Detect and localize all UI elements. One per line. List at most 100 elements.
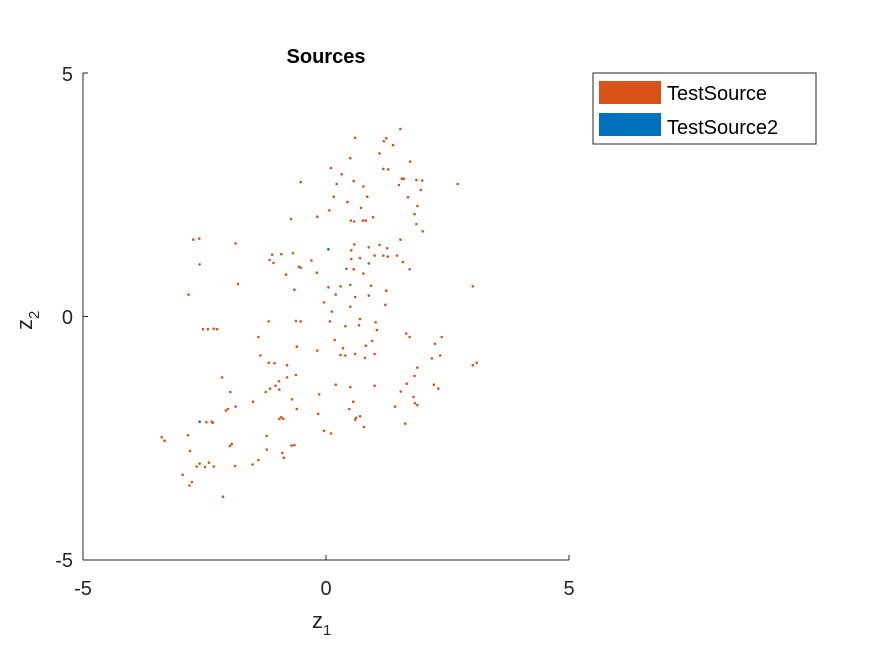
point-testsource-25: [406, 195, 410, 199]
point-testsource-135: [373, 384, 376, 388]
point-testsource-68: [408, 268, 411, 271]
point-testsource-179: [281, 451, 284, 455]
point-testsource-51: [270, 253, 274, 256]
point-testsource-0: [399, 127, 402, 131]
point-testsource-105: [433, 342, 437, 346]
point-testsource-52: [373, 254, 376, 257]
point-testsource-173: [163, 439, 166, 443]
point-testsource-37: [352, 220, 356, 223]
point-testsource-106: [333, 338, 337, 342]
point-testsource-151: [416, 403, 419, 407]
point-testsource-98: [344, 324, 347, 328]
point-testsource-171: [265, 434, 269, 438]
point-testsource-42: [399, 238, 402, 241]
point-testsource-95: [212, 327, 215, 331]
point-testsource-60: [272, 261, 275, 265]
point-testsource-99: [357, 324, 361, 327]
point-testsource-115: [259, 354, 262, 357]
point-testsource-157: [280, 416, 283, 419]
legend-swatch-testsource2: [599, 113, 661, 136]
point-testsource-177: [293, 443, 296, 447]
y-axis-label-main: z: [12, 319, 37, 330]
point-testsource-128: [285, 376, 289, 379]
point-testsource-103: [440, 335, 444, 339]
point-testsource-118: [363, 356, 367, 360]
point-testsource-123: [471, 363, 475, 367]
legend-swatch-testsource: [599, 81, 661, 104]
point-testsource-108: [364, 344, 368, 348]
point-testsource-187: [203, 465, 207, 469]
point-testsource-113: [353, 352, 357, 356]
point-testsource-172: [186, 434, 190, 437]
point-testsource-81: [334, 293, 338, 296]
point-testsource-158: [281, 417, 285, 421]
point-testsource-76: [369, 284, 373, 288]
point-testsource-6: [349, 156, 352, 160]
x-axis-label-subscript: 1: [323, 622, 331, 639]
chart-title: Sources: [287, 46, 366, 68]
point-testsource-186: [195, 465, 198, 468]
y-axis-label-subscript: 2: [26, 311, 43, 319]
point-testsource-73: [349, 283, 352, 287]
point-testsource-129: [220, 376, 224, 379]
point-testsource-168: [322, 429, 326, 433]
x-tick-label-0: 0: [320, 578, 331, 600]
point-testsource-161: [278, 417, 281, 421]
point-testsource-15: [420, 179, 424, 182]
point-testsource-189: [233, 464, 237, 468]
point-testsource-175: [290, 444, 293, 447]
point-testsource-30: [316, 215, 319, 218]
point-testsource-159: [358, 415, 362, 418]
point-testsource-89: [267, 320, 271, 323]
point-testsource-100: [375, 328, 379, 332]
x-axis-label: z1: [312, 608, 331, 639]
point-testsource-116: [344, 354, 347, 357]
point-testsource-145: [251, 400, 255, 404]
point-testsource-170: [160, 436, 163, 439]
point-testsource-66: [345, 267, 348, 271]
point-testsource-38: [415, 222, 418, 226]
point-testsource2-0: [327, 248, 330, 251]
point-testsource-134: [268, 387, 272, 390]
point-testsource-185: [212, 465, 215, 468]
point-testsource-137: [349, 385, 352, 389]
point-testsource-2: [382, 139, 386, 143]
x-tick-label-neg5: -5: [74, 578, 92, 600]
data-points: [160, 127, 479, 499]
point-testsource-23: [366, 195, 369, 198]
point-testsource-119: [430, 357, 434, 360]
point-testsource-102: [408, 335, 411, 339]
point-testsource-165: [205, 420, 208, 424]
point-testsource-107: [370, 339, 374, 343]
point-testsource-127: [413, 374, 416, 378]
point-testsource-79: [187, 293, 190, 296]
point-testsource-83: [367, 294, 371, 297]
point-testsource-20: [335, 182, 339, 186]
point-testsource-192: [190, 480, 194, 484]
point-testsource-183: [198, 462, 201, 465]
point-testsource-142: [264, 390, 268, 394]
point-testsource-155: [348, 407, 351, 411]
point-testsource-86: [349, 305, 352, 309]
point-testsource-77: [471, 285, 475, 288]
point-testsource-16: [352, 179, 356, 183]
point-testsource-22: [419, 188, 423, 192]
point-testsource-146: [351, 400, 355, 404]
point-testsource-84: [322, 301, 326, 304]
point-testsource-46: [385, 247, 389, 250]
point-testsource-97: [215, 327, 219, 331]
point-testsource-7: [408, 160, 412, 163]
point-testsource-126: [294, 373, 298, 377]
point-testsource-191: [188, 484, 191, 487]
point-testsource-156: [316, 412, 320, 416]
point-testsource-65: [299, 266, 303, 270]
point-testsource-178: [265, 448, 269, 451]
point-testsource-71: [284, 273, 288, 276]
point-testsource-91: [328, 320, 332, 323]
point-testsource-109: [295, 345, 299, 349]
point-testsource-104: [257, 335, 260, 339]
point-testsource-163: [353, 418, 357, 422]
point-testsource-55: [395, 254, 399, 257]
point-testsource-32: [413, 212, 416, 216]
point-testsource-87: [330, 310, 334, 313]
